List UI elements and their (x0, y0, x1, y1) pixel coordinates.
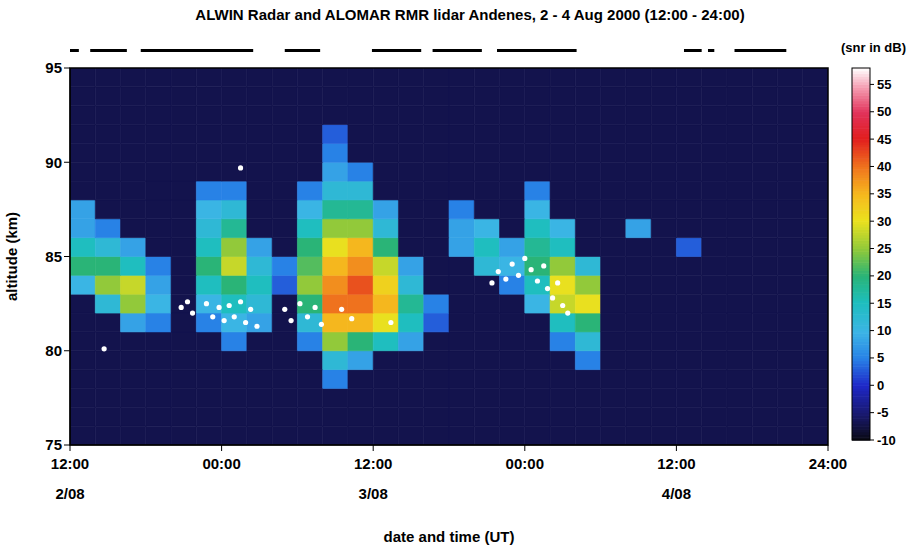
svg-text:50: 50 (877, 104, 891, 119)
svg-text:ALWIN Radar and ALOMAR RMR li: ALWIN Radar and ALOMAR RMR lidar Andenes… (195, 6, 744, 23)
svg-text:12:00: 12:00 (657, 455, 695, 472)
svg-text:12:00: 12:00 (354, 455, 392, 472)
svg-text:(snr in dB): (snr in dB) (841, 40, 906, 55)
svg-text:80: 80 (45, 342, 62, 359)
svg-text:40: 40 (877, 159, 891, 174)
svg-text:12:00: 12:00 (51, 455, 89, 472)
svg-text:35: 35 (877, 186, 891, 201)
svg-text:10: 10 (877, 323, 891, 338)
svg-text:00:00: 00:00 (506, 455, 544, 472)
svg-text:date and time (UT): date and time (UT) (384, 528, 515, 545)
svg-text:75: 75 (45, 436, 62, 453)
svg-text:20: 20 (877, 268, 891, 283)
svg-text:25: 25 (877, 241, 891, 256)
svg-text:0: 0 (877, 378, 884, 393)
svg-text:15: 15 (877, 296, 891, 311)
svg-text:-10: -10 (877, 433, 896, 448)
svg-text:45: 45 (877, 132, 891, 147)
svg-text:altitude (km): altitude (km) (3, 212, 20, 301)
svg-text:5: 5 (877, 350, 884, 365)
svg-text:-5: -5 (877, 405, 889, 420)
svg-text:85: 85 (45, 248, 62, 265)
svg-text:30: 30 (877, 214, 891, 229)
svg-text:24:00: 24:00 (809, 455, 847, 472)
svg-text:95: 95 (45, 59, 62, 76)
svg-text:55: 55 (877, 77, 891, 92)
svg-text:2/08: 2/08 (55, 485, 84, 502)
svg-text:4/08: 4/08 (662, 485, 691, 502)
svg-text:90: 90 (45, 154, 62, 171)
svg-text:00:00: 00:00 (202, 455, 240, 472)
svg-text:3/08: 3/08 (359, 485, 388, 502)
